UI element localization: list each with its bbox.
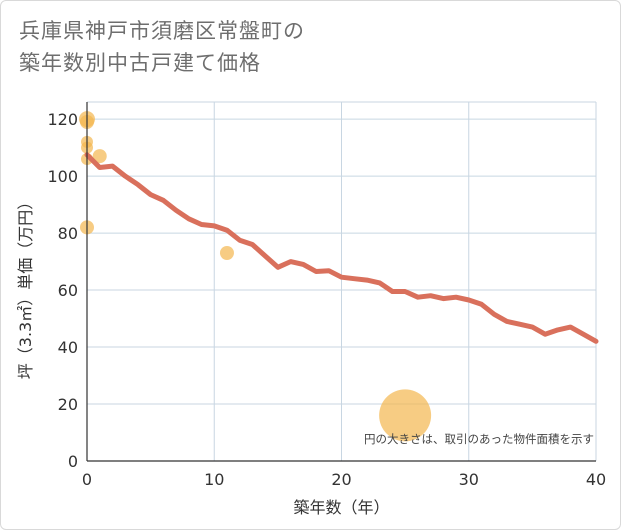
x-axis-label: 築年数（年）	[293, 498, 389, 517]
x-tick-label: 0	[82, 470, 92, 489]
x-tick-label: 10	[204, 470, 224, 489]
chart-title-line-1: 兵庫県神戸市須磨区常盤町の	[19, 19, 305, 43]
axes	[86, 102, 596, 462]
data-bubble	[92, 149, 107, 164]
data-bubble	[379, 389, 432, 442]
y-tick-label: 20	[58, 395, 78, 414]
y-tick-label: 40	[58, 338, 78, 357]
y-axis-label: 坪（3.3㎡）単価（万円）	[16, 194, 35, 379]
grid-lines	[87, 101, 597, 461]
y-tick-label: 120	[47, 110, 78, 129]
y-tick-label: 60	[58, 281, 78, 300]
data-bubble	[219, 246, 234, 261]
chart-title-line-2: 築年数別中古戸建て価格	[19, 51, 261, 75]
x-tick-label: 20	[331, 470, 351, 489]
y-tick-label: 100	[47, 167, 78, 186]
x-tick-label: 40	[586, 470, 606, 489]
price-trend-line	[84, 152, 599, 344]
chart-title: 兵庫県神戸市須磨区常盤町の 築年数別中古戸建て価格	[19, 15, 305, 79]
chart-note: 円の大きさは、取引のあった物件面積を示す	[364, 432, 594, 446]
y-tick-label: 80	[58, 224, 78, 243]
x-tick-label: 30	[459, 470, 479, 489]
y-tick-label: 0	[68, 452, 78, 471]
tick-labels: 0 20 40 60 80 100 120 0 10 20 30 40	[47, 110, 606, 489]
price-line-layer	[84, 152, 599, 344]
bubble-layer	[79, 111, 432, 442]
